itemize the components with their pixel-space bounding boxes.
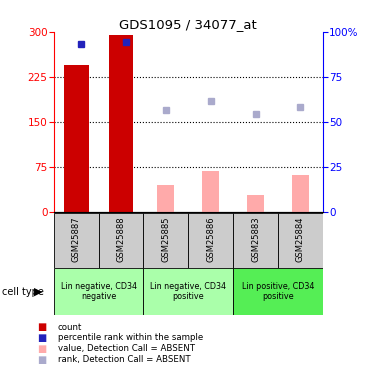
Text: cell type: cell type xyxy=(2,286,44,297)
Text: GSM25885: GSM25885 xyxy=(161,216,170,262)
Text: GSM25888: GSM25888 xyxy=(116,216,125,262)
Text: Lin negative, CD34
positive: Lin negative, CD34 positive xyxy=(150,282,226,301)
Text: count: count xyxy=(58,322,82,332)
Text: value, Detection Call = ABSENT: value, Detection Call = ABSENT xyxy=(58,344,194,353)
Bar xyxy=(64,65,89,212)
Bar xyxy=(144,213,188,268)
Bar xyxy=(292,175,309,212)
Bar xyxy=(278,213,323,268)
Text: percentile rank within the sample: percentile rank within the sample xyxy=(58,333,203,342)
Text: ■: ■ xyxy=(37,355,46,364)
Title: GDS1095 / 34077_at: GDS1095 / 34077_at xyxy=(119,18,257,31)
Bar xyxy=(247,195,264,212)
Bar xyxy=(233,213,278,268)
Text: GSM25886: GSM25886 xyxy=(206,216,215,262)
Bar xyxy=(233,268,323,315)
Text: ■: ■ xyxy=(37,333,46,343)
Text: rank, Detection Call = ABSENT: rank, Detection Call = ABSENT xyxy=(58,355,190,364)
Bar xyxy=(202,171,219,212)
Text: Lin positive, CD34
positive: Lin positive, CD34 positive xyxy=(242,282,314,301)
Bar xyxy=(54,268,144,315)
Text: ■: ■ xyxy=(37,322,46,332)
Bar xyxy=(99,213,144,268)
Bar xyxy=(54,213,99,268)
Text: Lin negative, CD34
negative: Lin negative, CD34 negative xyxy=(60,282,137,301)
Text: ▶: ▶ xyxy=(34,286,43,297)
Bar xyxy=(144,268,233,315)
Text: GSM25883: GSM25883 xyxy=(251,216,260,262)
Text: GSM25887: GSM25887 xyxy=(72,216,81,262)
Bar xyxy=(157,185,174,212)
Bar xyxy=(109,35,133,212)
Bar xyxy=(188,213,233,268)
Text: GSM25884: GSM25884 xyxy=(296,216,305,262)
Text: ■: ■ xyxy=(37,344,46,354)
